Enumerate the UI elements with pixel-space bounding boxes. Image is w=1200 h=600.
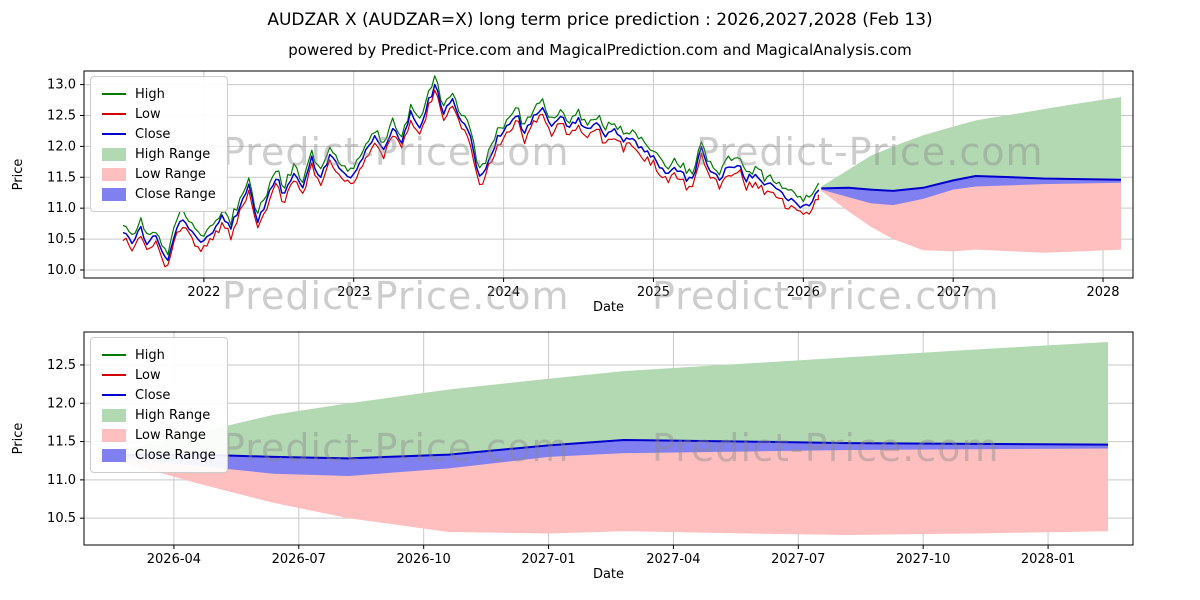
legend-label: Low Range: [135, 427, 206, 443]
svg-text:10.5: 10.5: [47, 232, 76, 247]
svg-text:11.0: 11.0: [47, 201, 76, 216]
legend-label: Close: [135, 126, 171, 142]
svg-text:10.0: 10.0: [47, 263, 76, 278]
legend-label: Close Range: [135, 447, 216, 463]
legend-label: Low Range: [135, 166, 206, 182]
legend-patch-swatch: [102, 428, 126, 442]
forecast-detail-chart: 2026-04 2026-07 2026-10 2027-01 2027-04 2027-…: [11, 331, 1134, 582]
legend-item-high: High: [102, 345, 216, 365]
svg-text:11.5: 11.5: [47, 435, 76, 450]
figure-subtitle: powered by Predict-Price.com and Magical…: [288, 41, 912, 59]
svg-text:2022: 2022: [187, 285, 220, 300]
svg-text:2026-07: 2026-07: [272, 552, 326, 567]
legend-label: High Range: [135, 146, 211, 162]
legend-label: High: [135, 347, 165, 363]
svg-text:2026: 2026: [787, 285, 820, 300]
legend-forecast-chart: High Low Close High Range Low Range Close Ran…: [90, 337, 228, 473]
legend-label: Low: [135, 106, 161, 122]
legend-item-high-range: High Range: [102, 405, 216, 425]
legend-item-high: High: [102, 84, 216, 104]
svg-text:2025: 2025: [637, 285, 670, 300]
svg-text:2024: 2024: [487, 285, 520, 300]
legend-patch-swatch: [102, 187, 126, 201]
legend-label: Low: [135, 367, 161, 383]
main-price-chart: 2022 2023 2024 2025 2026 2027 2028 10.0 10.5 11.0…: [11, 70, 1134, 315]
svg-text:12.0: 12.0: [47, 139, 76, 154]
svg-text:2027-04: 2027-04: [646, 552, 700, 567]
figure-title: AUDZAR X (AUDZAR=X) long term price pred…: [267, 10, 933, 30]
svg-text:2027-10: 2027-10: [896, 552, 950, 567]
legend-item-low-range: Low Range: [102, 425, 216, 445]
legend-item-close-range: Close Range: [102, 184, 216, 204]
legend-line-swatch: [102, 113, 126, 115]
svg-text:2028: 2028: [1086, 285, 1119, 300]
legend-item-low: Low: [102, 365, 216, 385]
legend-label: High: [135, 86, 165, 102]
svg-text:11.5: 11.5: [47, 170, 76, 185]
svg-text:10.5: 10.5: [47, 511, 76, 526]
svg-text:2028-01: 2028-01: [1021, 552, 1075, 567]
svg-text:2027: 2027: [937, 285, 970, 300]
legend-item-close: Close: [102, 385, 216, 405]
legend-line-swatch: [102, 133, 126, 135]
svg-text:Date: Date: [593, 300, 624, 315]
legend-patch-swatch: [102, 448, 126, 462]
svg-text:Price: Price: [11, 159, 26, 191]
svg-text:Date: Date: [593, 567, 624, 582]
svg-text:2027-01: 2027-01: [521, 552, 575, 567]
legend-item-low: Low: [102, 104, 216, 124]
legend-item-low-range: Low Range: [102, 164, 216, 184]
legend-line-swatch: [102, 394, 126, 396]
legend-item-high-range: High Range: [102, 144, 216, 164]
svg-text:2027-07: 2027-07: [771, 552, 825, 567]
svg-text:11.0: 11.0: [47, 473, 76, 488]
svg-text:12.5: 12.5: [47, 358, 76, 373]
legend-line-swatch: [102, 354, 126, 356]
svg-text:12.5: 12.5: [47, 108, 76, 123]
legend-item-close: Close: [102, 124, 216, 144]
legend-line-swatch: [102, 374, 126, 376]
svg-text:Price: Price: [11, 423, 26, 455]
svg-text:2023: 2023: [337, 285, 370, 300]
svg-text:12.0: 12.0: [47, 396, 76, 411]
svg-text:2026-04: 2026-04: [147, 552, 201, 567]
svg-text:2026-10: 2026-10: [397, 552, 451, 567]
legend-patch-swatch: [102, 167, 126, 181]
legend-item-close-range: Close Range: [102, 445, 216, 465]
legend-label: Close: [135, 387, 171, 403]
legend-label: Close Range: [135, 186, 216, 202]
legend-line-swatch: [102, 93, 126, 95]
legend-patch-swatch: [102, 408, 126, 422]
svg-text:13.0: 13.0: [47, 78, 76, 93]
legend-patch-swatch: [102, 147, 126, 161]
legend-label: High Range: [135, 407, 211, 423]
legend-main-chart: High Low Close High Range Low Range Close Ran…: [90, 76, 228, 212]
